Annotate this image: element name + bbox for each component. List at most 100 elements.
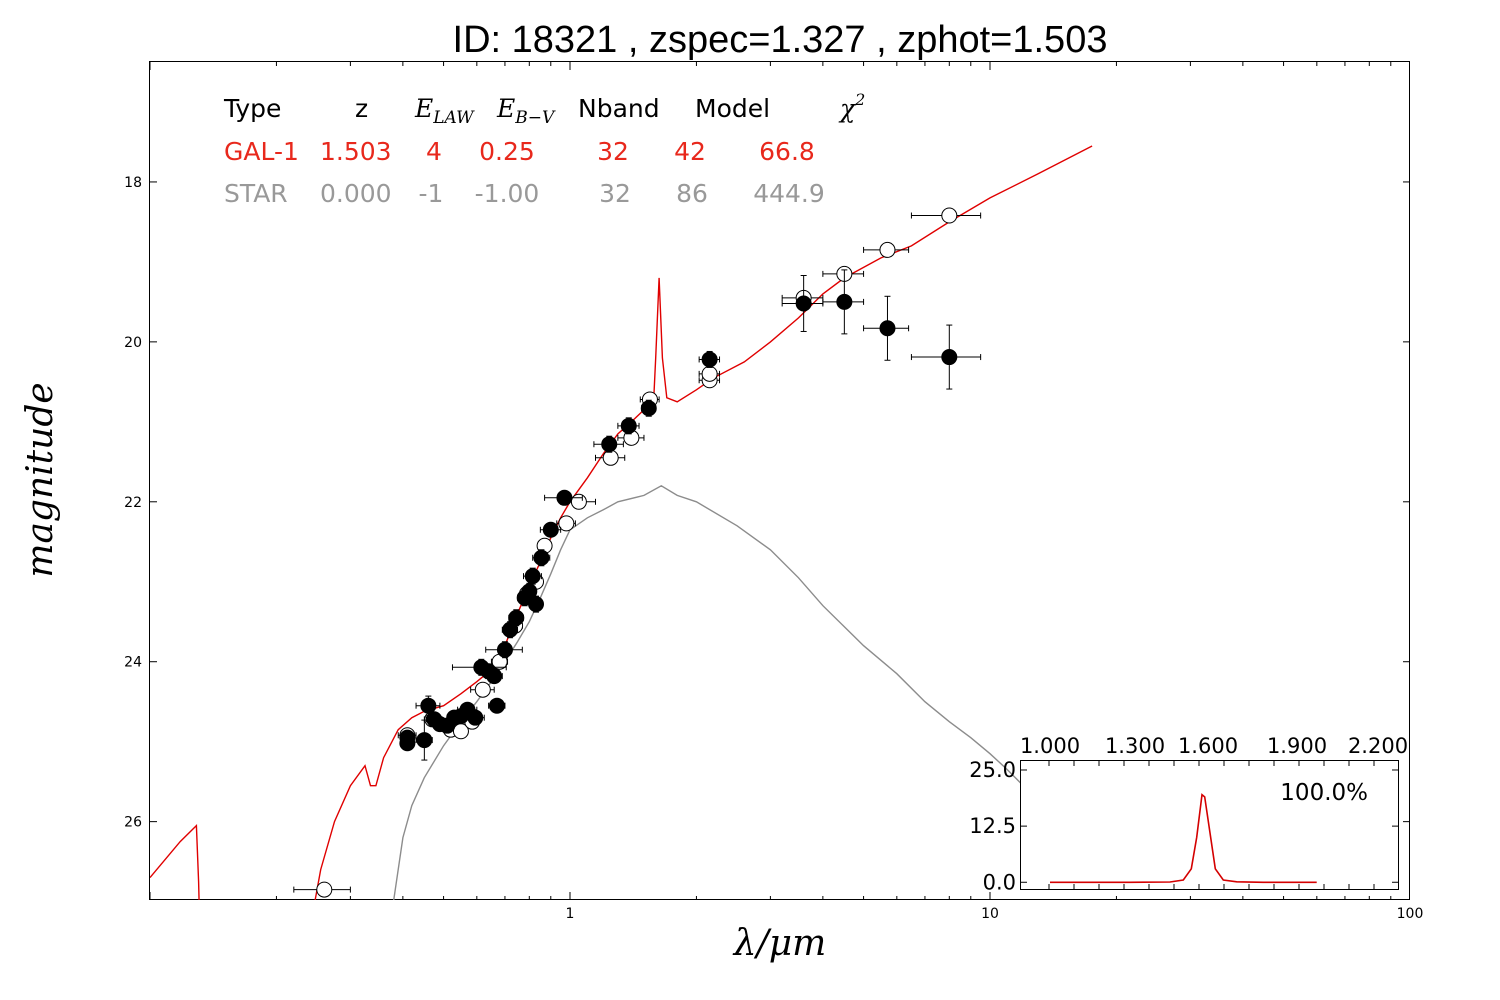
x-tick-label: 1 [566, 906, 575, 922]
row-star-elaw: -1 [419, 179, 444, 208]
observed-point [698, 350, 721, 368]
plot-frame [149, 61, 1410, 900]
model-marker [941, 207, 958, 224]
inset-x-tick-label: 1.900 [1267, 734, 1327, 758]
observed-point [593, 435, 624, 453]
observed-point [415, 695, 441, 716]
model-point [470, 681, 495, 698]
row-gal-nband: 32 [597, 137, 629, 166]
inset-x-tick-label: 1.000 [1020, 734, 1080, 758]
row-gal-z: 1.503 [320, 137, 392, 166]
observed-point [485, 641, 523, 659]
y-tick-label: 24 [124, 655, 142, 671]
observed-marker [488, 697, 505, 714]
row-gal-ebv: 0.25 [479, 137, 535, 166]
observed-point [539, 521, 562, 538]
x-axis-label: λ/μm [732, 923, 826, 964]
observed-point [781, 274, 824, 332]
observed-point [508, 609, 525, 627]
observed-point [521, 582, 538, 600]
observed-marker [879, 320, 896, 337]
y-tick-label: 18 [124, 175, 142, 191]
observed-point [617, 417, 640, 435]
inset-x-tick-label: 1.300 [1105, 734, 1165, 758]
inset-y-tick-label: 25.0 [969, 758, 1016, 782]
inset-x-tick-label: 2.200 [1348, 734, 1408, 758]
header-nband: Nband [578, 94, 660, 123]
row-gal-model: 42 [674, 137, 706, 166]
header-z: z [355, 94, 368, 123]
observed-point [822, 269, 865, 335]
observed-marker [496, 641, 513, 658]
fit-table: Type z ELAW EB−V Nband Model χ2 GAL-1 1.… [223, 90, 865, 208]
y-tick-label: 26 [124, 815, 142, 831]
model-marker [558, 515, 575, 532]
inset-pdf-line [1050, 793, 1317, 884]
observed-marker [528, 596, 545, 613]
observed-point [532, 549, 551, 567]
observed-point [488, 697, 506, 714]
row-star-ebv: -1.00 [475, 179, 540, 208]
inset-pdf-layer [1050, 793, 1317, 884]
observed-marker [416, 732, 433, 749]
observed-point [465, 709, 485, 726]
row-gal: GAL-1 1.503 4 0.25 32 42 66.8 [224, 137, 815, 166]
observed-marker [467, 709, 484, 726]
inset-x-ticks: 1.000 1.300 1.600 1.900 2.200 [1020, 734, 1408, 889]
observed-point [415, 719, 433, 761]
model-marker [474, 681, 491, 698]
header-ebv: EB−V [496, 94, 556, 128]
observed-marker [620, 417, 637, 434]
observed-marker [941, 349, 958, 366]
row-gal-type: GAL-1 [224, 137, 299, 166]
row-star-chi2: 444.9 [753, 179, 825, 208]
header-model: Model [695, 94, 770, 123]
observed-marker [542, 521, 559, 538]
model-point [910, 207, 982, 224]
observed-marker [486, 668, 503, 685]
model-point [293, 881, 351, 898]
model-marker [570, 493, 587, 510]
row-star-type: STAR [224, 179, 288, 208]
row-star: STAR 0.000 -1 -1.00 32 86 444.9 [224, 179, 825, 208]
observed-point [910, 324, 982, 390]
observed-marker [521, 583, 538, 600]
observed-marker [640, 400, 657, 417]
inset-y-tick-label: 12.5 [969, 814, 1016, 838]
observed-marker [601, 436, 618, 453]
observed-point [544, 489, 583, 506]
y-axis-label: magnitude [20, 382, 61, 577]
row-star-z: 0.000 [320, 179, 392, 208]
observed-marker [508, 609, 525, 626]
points-layer [293, 207, 982, 898]
y-ticks: 18 20 22 24 26 [124, 175, 1410, 831]
photoz-pdf-inset: 1.000 1.300 1.600 1.900 2.200 0.0 12.5 25.0 10… [969, 734, 1408, 894]
observed-point [399, 735, 416, 752]
model-point [594, 449, 626, 466]
x-tick-label: 100 [1397, 906, 1424, 922]
row-star-model: 86 [676, 179, 708, 208]
model-point [698, 365, 721, 382]
model-marker [701, 365, 718, 382]
y-tick-label: 22 [124, 495, 142, 511]
observed-marker [556, 489, 573, 506]
row-gal-chi2: 66.8 [759, 137, 815, 166]
series-line-galaxy-template [150, 145, 1093, 900]
observed-point [528, 595, 545, 613]
row-gal-elaw: 4 [426, 137, 442, 166]
model-point [822, 265, 865, 282]
y-tick-label: 20 [124, 335, 142, 351]
chart-title: ID: 18321 , zspec=1.327 , zphot=1.503 [453, 19, 1108, 61]
plot-area: 18 20 22 24 26 1 10 100 [124, 61, 1424, 922]
observed-marker [795, 295, 812, 312]
observed-marker [533, 549, 550, 566]
model-marker [316, 881, 333, 898]
observed-point [523, 567, 542, 585]
x-ticks: 1 10 100 [149, 62, 1424, 922]
inset-y-ticks: 0.0 12.5 25.0 [969, 758, 1398, 894]
observed-marker [836, 293, 853, 310]
header-type: Type [223, 94, 281, 123]
observed-marker [399, 735, 416, 752]
inset-y-tick-label: 0.0 [983, 870, 1016, 894]
